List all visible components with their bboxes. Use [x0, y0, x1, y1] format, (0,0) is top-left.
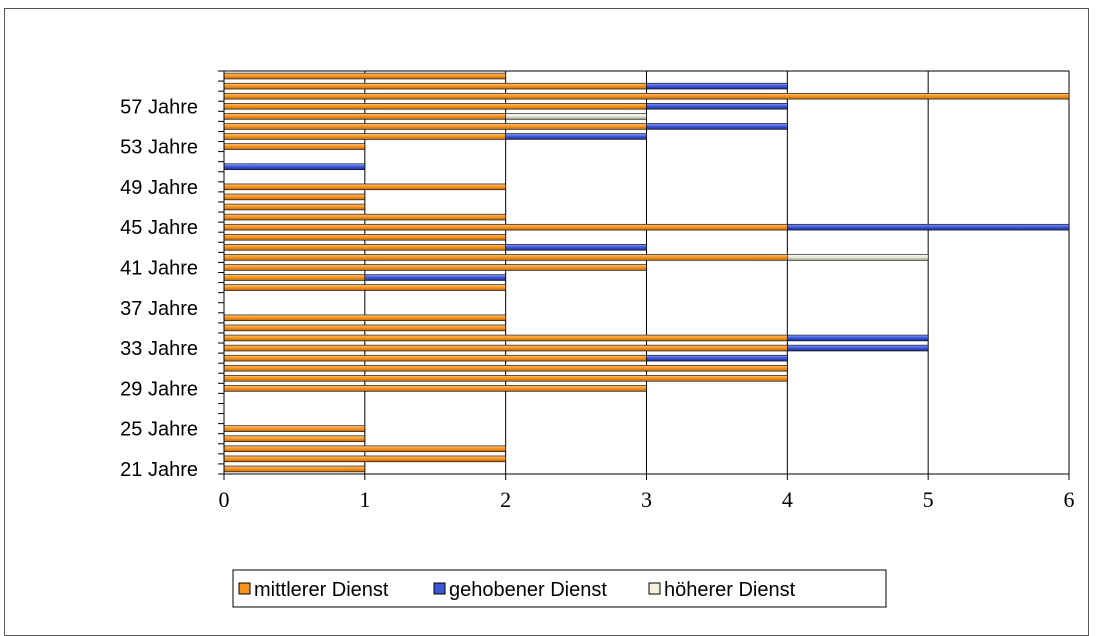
x-tick-label: 2: [500, 487, 511, 512]
legend-swatch: [239, 583, 250, 594]
bar-mittlerer-dienst-41-jahre: [224, 265, 647, 271]
bar-höherer-dienst-56-jahre: [506, 113, 647, 119]
bar-mittlerer-dienst-56-jahre: [224, 113, 506, 119]
bar-mittlerer-dienst-57-jahre: [224, 103, 647, 109]
bar-mittlerer-dienst-46-jahre: [224, 214, 506, 220]
legend-entry-label: gehobener Dienst: [449, 579, 607, 601]
bar-mittlerer-dienst-44-jahre: [224, 234, 506, 240]
y-tick-label: 33 Jahre: [120, 338, 198, 360]
y-tick-label: 41 Jahre: [120, 257, 198, 279]
x-tick-label: 1: [359, 487, 370, 512]
bar-chart: 21 Jahre 25 Jahre 29 Jahre 33 Jahre 37 Jahre…: [0, 0, 1097, 615]
y-tick-label: 45 Jahre: [120, 217, 198, 239]
bar-gehobener-dienst-51-jahre: [224, 164, 365, 170]
legend-swatch: [649, 583, 660, 594]
bar-mittlerer-dienst-49-jahre: [224, 184, 506, 190]
x-tick-label: 4: [782, 487, 793, 512]
bar-mittlerer-dienst-30-jahre: [224, 375, 787, 381]
bar-mittlerer-dienst-47-jahre: [224, 204, 365, 210]
legend: mittlerer Dienst gehobener Dienst höherer …: [233, 570, 886, 607]
bar-mittlerer-dienst-35-jahre: [224, 325, 506, 331]
x-tick-label: 6: [1064, 487, 1075, 512]
bar-mittlerer-dienst-60-jahre: [224, 73, 506, 79]
bar-gehobener-dienst-34-jahre: [787, 335, 928, 341]
bar-mittlerer-dienst-54-jahre: [224, 134, 506, 140]
bar-mittlerer-dienst-40-jahre: [224, 275, 365, 281]
bar-mittlerer-dienst-42-jahre: [224, 254, 787, 260]
bar-mittlerer-dienst-25-jahre: [224, 426, 365, 432]
x-tick-label: 3: [641, 487, 652, 512]
bar-mittlerer-dienst-48-jahre: [224, 194, 365, 200]
legend-entry-label: mittlerer Dienst: [254, 579, 389, 601]
y-tick-label: 29 Jahre: [120, 378, 198, 400]
bar-mittlerer-dienst-45-jahre: [224, 224, 787, 230]
legend-swatch: [434, 583, 445, 594]
bar-mittlerer-dienst-36-jahre: [224, 315, 506, 321]
bar-gehobener-dienst-59-jahre: [647, 83, 788, 89]
y-tick-label: 25 Jahre: [120, 419, 198, 441]
bar-gehobener-dienst-32-jahre: [647, 355, 788, 361]
y-tick-label: 21 Jahre: [120, 459, 198, 481]
bar-mittlerer-dienst-24-jahre: [224, 436, 365, 442]
legend-entry-label: höherer Dienst: [664, 579, 796, 601]
bar-höherer-dienst-42-jahre: [787, 254, 928, 260]
bar-mittlerer-dienst-31-jahre: [224, 365, 787, 371]
x-tick-label: 0: [219, 487, 230, 512]
bar-gehobener-dienst-57-jahre: [647, 103, 788, 109]
bar-mittlerer-dienst-39-jahre: [224, 285, 506, 291]
bar-mittlerer-dienst-58-jahre: [224, 93, 1069, 99]
bar-mittlerer-dienst-34-jahre: [224, 335, 787, 341]
bar-mittlerer-dienst-55-jahre: [224, 123, 647, 129]
bar-gehobener-dienst-43-jahre: [506, 244, 647, 250]
bar-gehobener-dienst-55-jahre: [647, 123, 788, 129]
y-tick-label: 37 Jahre: [120, 298, 198, 320]
bar-mittlerer-dienst-29-jahre: [224, 385, 647, 391]
bar-mittlerer-dienst-59-jahre: [224, 83, 647, 89]
plot-area: [224, 71, 1069, 474]
x-tick-label: 5: [923, 487, 934, 512]
bar-mittlerer-dienst-32-jahre: [224, 355, 647, 361]
bar-mittlerer-dienst-33-jahre: [224, 345, 787, 351]
y-tick-label: 53 Jahre: [120, 137, 198, 159]
bar-mittlerer-dienst-53-jahre: [224, 144, 365, 150]
y-tick-label: 49 Jahre: [120, 177, 198, 199]
bar-mittlerer-dienst-23-jahre: [224, 446, 506, 452]
bar-mittlerer-dienst-21-jahre: [224, 466, 365, 472]
bar-mittlerer-dienst-22-jahre: [224, 456, 506, 462]
bar-gehobener-dienst-54-jahre: [506, 134, 647, 140]
y-tick-label: 57 Jahre: [120, 96, 198, 118]
bar-gehobener-dienst-33-jahre: [787, 345, 928, 351]
bar-gehobener-dienst-45-jahre: [787, 224, 1069, 230]
bar-gehobener-dienst-40-jahre: [365, 275, 506, 281]
bar-mittlerer-dienst-43-jahre: [224, 244, 506, 250]
